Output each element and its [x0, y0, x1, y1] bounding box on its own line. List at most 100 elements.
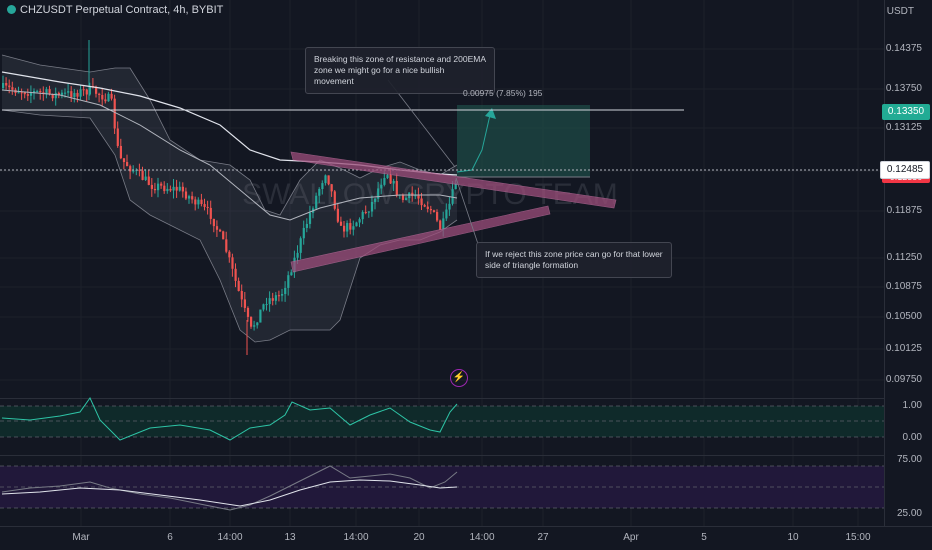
candle-body — [215, 226, 219, 230]
measure-label: 0.00975 (7.85%) 195 — [463, 88, 543, 98]
candle-body — [426, 206, 429, 209]
candle-body — [302, 227, 305, 239]
candle-body — [57, 92, 60, 95]
time-label: 14:00 — [217, 532, 243, 543]
candle-body — [82, 89, 85, 91]
candle-body — [333, 191, 336, 209]
price-label: 0.11250 — [886, 252, 922, 263]
candle-body — [88, 85, 91, 95]
candle-body — [237, 280, 240, 291]
candle-body — [240, 290, 243, 300]
candle-body — [206, 206, 209, 208]
candle-body — [355, 222, 358, 227]
drawings[interactable] — [0, 79, 884, 273]
candle-body — [5, 83, 8, 86]
price-label: 0.09750 — [885, 374, 922, 385]
pane-divider-1[interactable] — [0, 398, 884, 399]
candle-body — [417, 195, 420, 199]
candle-body — [243, 299, 246, 308]
candle-body — [222, 231, 225, 240]
candle-body — [45, 89, 48, 94]
candle-body — [17, 92, 20, 94]
candle-body — [392, 180, 395, 184]
candle-body — [352, 226, 355, 230]
candle-body — [73, 92, 76, 97]
candle-body — [197, 199, 200, 205]
candle-body — [144, 176, 147, 180]
candle-body — [343, 225, 346, 232]
indicator1-scale-label: 0.00 — [902, 432, 922, 443]
candle-body — [299, 238, 302, 253]
pane-divider-2[interactable] — [0, 455, 884, 456]
support-zone — [290, 205, 551, 273]
candle-body — [160, 183, 163, 186]
candle-body — [268, 298, 271, 305]
indicator-pane-1[interactable] — [0, 397, 884, 441]
candle-body — [169, 188, 172, 191]
candle-body — [277, 295, 281, 297]
time-label: 20 — [413, 532, 425, 543]
annotation-triangle-reject[interactable]: If we reject this zone price can go for … — [476, 242, 672, 278]
candle-body — [454, 183, 457, 190]
candle-body — [445, 209, 448, 219]
candle-body — [358, 219, 361, 223]
candle-body — [212, 218, 215, 227]
price-label: 0.11875 — [886, 205, 922, 216]
symbol-title[interactable]: CHZUSDT Perpetual Contract, 4h, BYBIT — [7, 4, 223, 16]
candle-body — [119, 145, 122, 159]
candle-body — [113, 98, 116, 129]
candle-body — [231, 257, 234, 269]
time-label: 5 — [701, 532, 707, 543]
indicator-pane-2[interactable] — [0, 465, 884, 511]
candle-body — [194, 199, 197, 205]
candle-body — [321, 183, 324, 190]
currency-label[interactable]: USDT — [886, 6, 914, 17]
candle-body — [228, 251, 231, 258]
candle-body — [250, 316, 253, 327]
candle-body — [234, 268, 237, 281]
candle-body — [361, 212, 364, 220]
annotation-resistance-breakout[interactable]: Breaking this zone of resistance and 200… — [305, 47, 495, 94]
candle-body — [36, 90, 39, 92]
candle-body — [442, 218, 445, 230]
candle-body — [284, 287, 287, 294]
candle-body — [33, 91, 36, 93]
candle-body — [166, 188, 169, 192]
time-label: 27 — [537, 532, 549, 543]
candle-body — [2, 83, 5, 88]
candle-body — [209, 207, 212, 219]
time-label: 14:00 — [469, 532, 495, 543]
candle-body — [147, 176, 150, 185]
candle-body — [374, 198, 377, 202]
candle-body — [23, 92, 26, 95]
target-price-tag: 0.13350 — [882, 104, 930, 120]
target-zone-rect — [457, 105, 590, 177]
candle-body — [339, 221, 343, 226]
ema-50-line — [1, 89, 458, 221]
target-zone[interactable] — [456, 105, 590, 177]
candle-body — [330, 184, 333, 192]
candle-body — [383, 178, 386, 185]
candle-body — [116, 128, 119, 146]
time-label: Mar — [72, 532, 90, 543]
candle-body — [107, 93, 110, 102]
annotation-connector — [387, 79, 456, 168]
candle-body — [188, 196, 191, 199]
candle-body — [377, 188, 380, 199]
candle-body — [181, 186, 184, 192]
candle-body — [85, 89, 88, 95]
candle-body — [386, 174, 389, 179]
candle-body — [122, 158, 126, 163]
candle-body — [51, 93, 54, 99]
annotation-connector — [455, 177, 479, 245]
candle-body — [262, 304, 265, 310]
bolt-icon[interactable]: ⚡ — [450, 369, 468, 387]
candle-body — [274, 295, 277, 301]
symbol-title-text: CHZUSDT Perpetual Contract, 4h, BYBIT — [20, 4, 224, 16]
price-label: 0.10875 — [885, 281, 922, 292]
candle-body — [175, 186, 178, 191]
time-label: 15:00 — [845, 532, 871, 543]
candle-body — [150, 184, 153, 189]
